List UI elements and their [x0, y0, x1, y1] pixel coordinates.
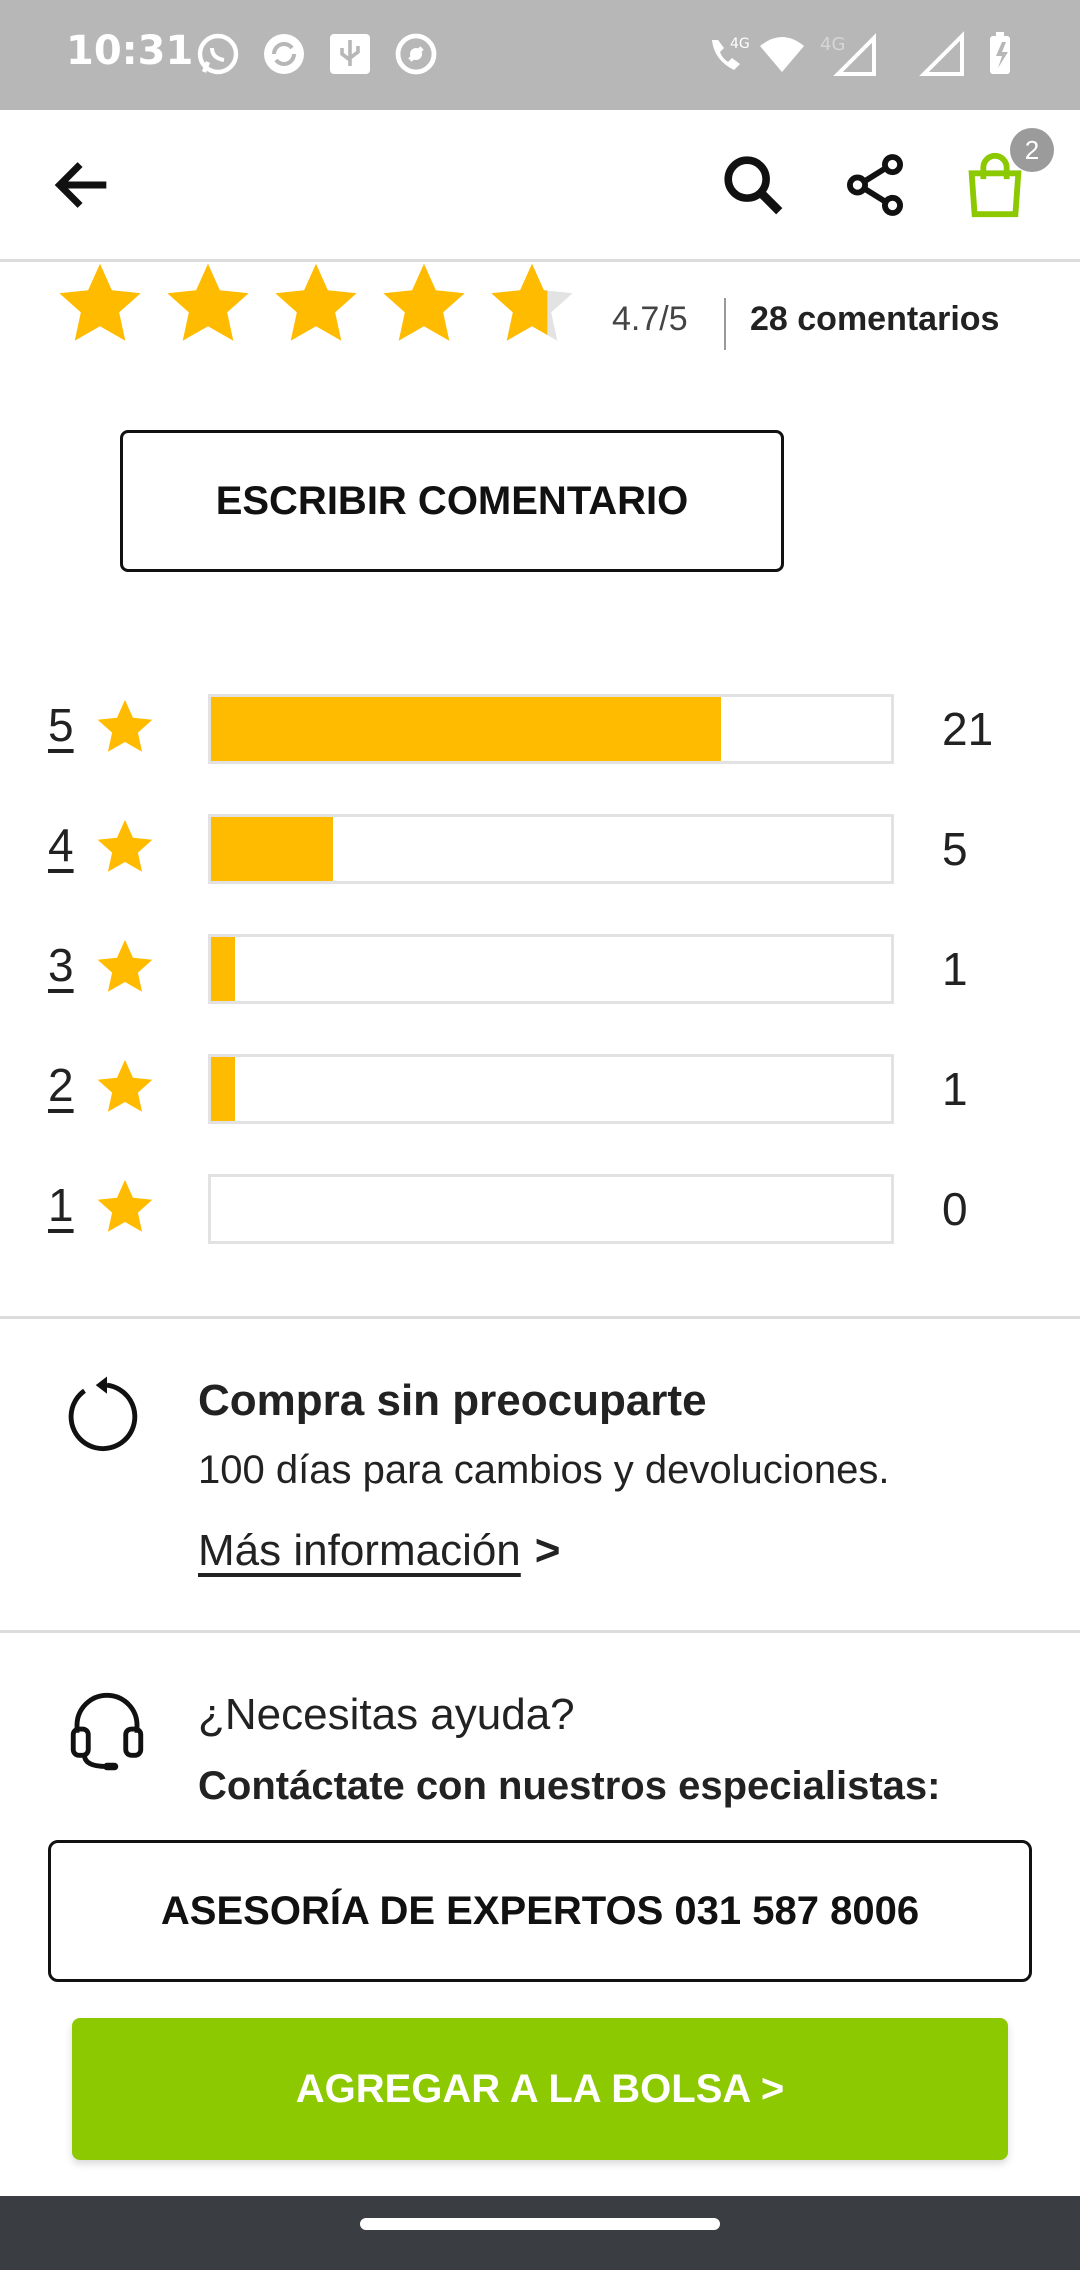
star-icon [376, 258, 472, 350]
section-divider [0, 1316, 1080, 1319]
status-bar: 10:31 4G 4G [0, 0, 1080, 110]
share-icon[interactable] [840, 150, 910, 220]
section-divider [0, 1630, 1080, 1633]
star-icon [268, 258, 364, 350]
signal-icon [918, 30, 966, 78]
rating-row-4[interactable]: 4 5 [0, 810, 1080, 890]
app-header: 2 [0, 110, 1080, 262]
wifi-icon [758, 30, 806, 78]
svg-text:4G: 4G [730, 36, 750, 52]
sync-icon [260, 30, 308, 78]
headset-icon [62, 1684, 152, 1774]
rating-count: 1 [942, 1063, 968, 1115]
rating-bar [208, 1174, 894, 1244]
expert-advice-button[interactable]: ASESORÍA DE EXPERTOS 031 587 8006 [48, 1840, 1032, 1982]
rating-bar [208, 694, 894, 764]
partial-star-icon [484, 258, 580, 350]
rating-bar-fill [211, 817, 334, 881]
rating-bar [208, 814, 894, 884]
battery-charging-icon [976, 30, 1024, 78]
wifi-calling-icon: 4G [704, 30, 752, 78]
average-rating-text: 4.7/5 [612, 300, 688, 338]
rating-bar-fill [211, 697, 721, 761]
star-icon [94, 936, 156, 998]
status-time: 10:31 [66, 28, 194, 74]
help-subtitle: Contáctate con nuestros especialistas: [198, 1764, 941, 1808]
signal-icon: 4G [818, 30, 878, 78]
help-title: ¿Necesitas ayuda? [198, 1690, 575, 1739]
rating-row-3[interactable]: 3 1 [0, 930, 1080, 1010]
rating-bar-fill [211, 937, 236, 1001]
star-icon [94, 1176, 156, 1238]
rating-level[interactable]: 5 [48, 699, 74, 751]
home-gesture-handle[interactable] [360, 2218, 720, 2230]
rating-level[interactable]: 4 [48, 819, 74, 871]
rating-level[interactable]: 1 [48, 1179, 74, 1231]
more-info-link-text[interactable]: Más información [198, 1526, 521, 1575]
write-review-button[interactable]: ESCRIBIR COMENTARIO [120, 430, 784, 572]
rating-count: 21 [942, 703, 994, 755]
rating-bar [208, 1054, 894, 1124]
star-icon [52, 258, 148, 350]
shopping-bag-icon[interactable] [960, 150, 1030, 220]
more-info-link[interactable]: Más información > [198, 1526, 560, 1576]
worry-free-title: Compra sin preocuparte [198, 1376, 707, 1425]
whatsapp-icon [194, 30, 242, 78]
location-off-icon [392, 30, 440, 78]
star-icon [160, 258, 256, 350]
rating-count: 1 [942, 943, 968, 995]
comments-count[interactable]: 28 comentarios [750, 300, 1000, 338]
refresh-icon [62, 1372, 152, 1462]
rating-count: 5 [942, 823, 968, 875]
rating-level[interactable]: 3 [48, 939, 74, 991]
rating-bar [208, 934, 894, 1004]
star-icon [94, 696, 156, 758]
cart-count-badge: 2 [1010, 128, 1054, 172]
back-arrow-icon[interactable] [48, 150, 118, 220]
rating-count: 0 [942, 1183, 968, 1235]
search-icon[interactable] [718, 150, 788, 220]
rating-row-1[interactable]: 1 0 [0, 1170, 1080, 1250]
worry-free-text: 100 días para cambios y devoluciones. [198, 1448, 890, 1492]
network-label: 4G [820, 34, 845, 55]
more-info-arrow[interactable]: > [534, 1526, 561, 1575]
average-rating-stars [52, 258, 592, 348]
rating-level[interactable]: 2 [48, 1059, 74, 1111]
rating-divider [724, 298, 726, 350]
system-nav-bar [0, 2196, 1080, 2270]
star-icon [94, 816, 156, 878]
add-to-bag-button[interactable]: AGREGAR A LA BOLSA > [72, 2018, 1008, 2160]
usb-icon [326, 30, 374, 78]
rating-bar-fill [211, 1057, 236, 1121]
rating-row-2[interactable]: 2 1 [0, 1050, 1080, 1130]
star-icon [94, 1056, 156, 1118]
rating-row-5[interactable]: 5 21 [0, 690, 1080, 770]
